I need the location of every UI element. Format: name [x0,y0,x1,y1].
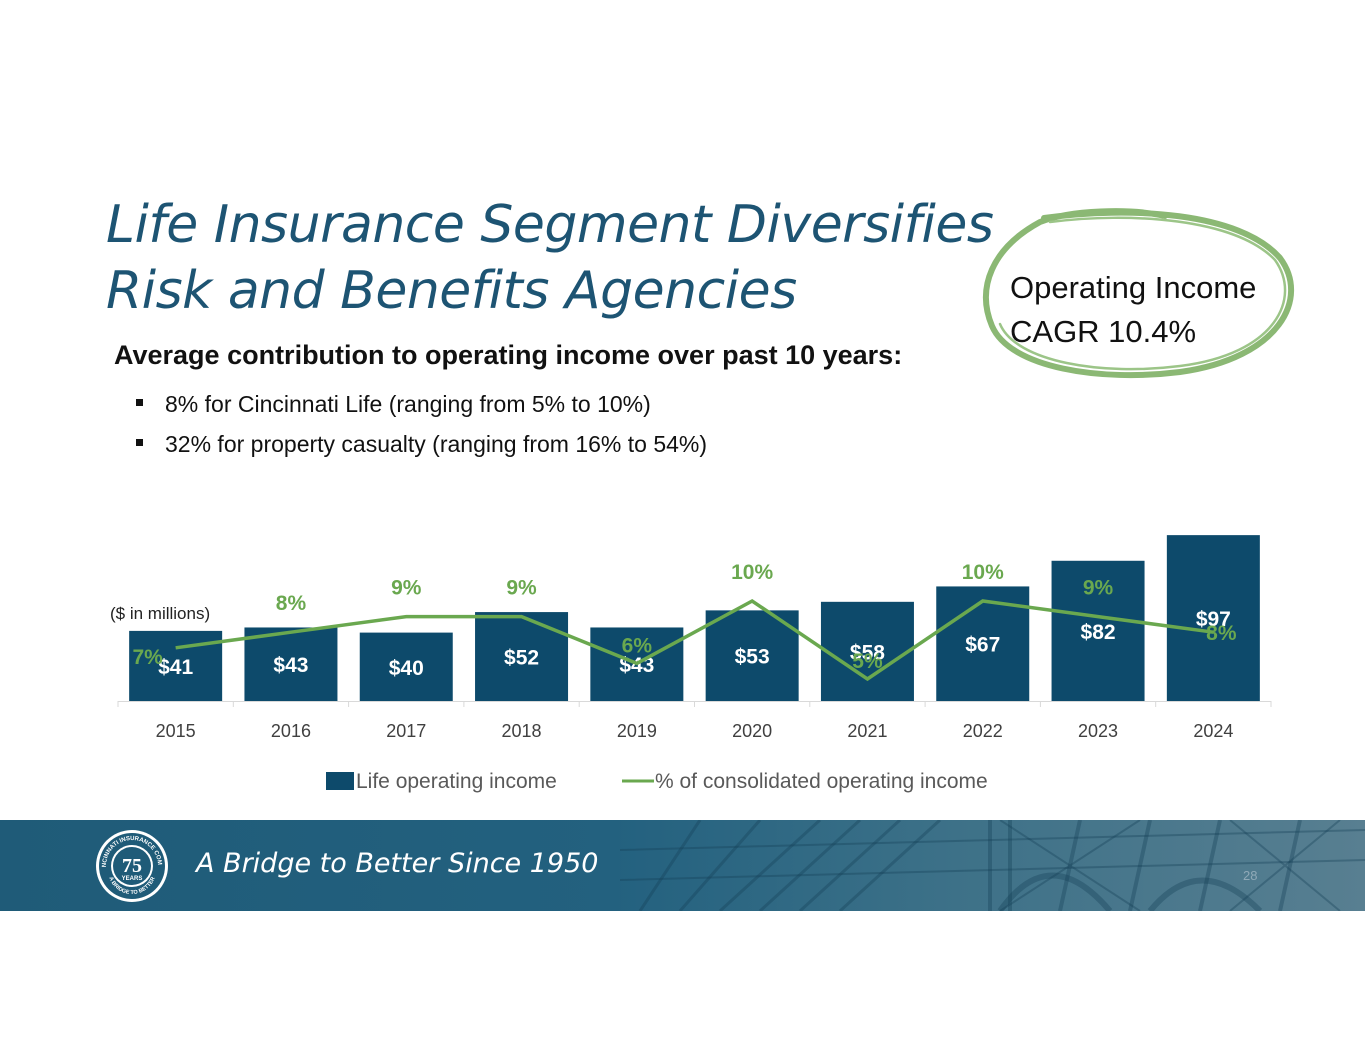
bar-label-2022: $67 [965,634,1000,657]
bar-2024 [1166,535,1260,701]
slide-title-line-2: Risk and Benefits Agencies [106,261,797,321]
bullet-item: 8% for Cincinnati Life (ranging from 5% … [136,388,707,428]
x-tick-label-2020: 2020 [732,721,772,741]
line-label-2017: 9% [391,577,422,600]
bar-2017 [359,632,453,701]
legend-swatch-bar [326,772,354,790]
x-tick-label-2015: 2015 [156,721,196,741]
slide-title: Life Insurance Segment Diversifies Risk … [106,192,1006,324]
cagr-callout-line-1: Operating Income [1010,270,1257,305]
line-series-consolidated-pct [175,598,1214,682]
footer-tagline: A Bridge to Better Since 1950 [196,848,599,879]
x-tick-label-2018: 2018 [502,721,542,741]
hand-drawn-circle [983,208,1295,379]
bar-label-2018: $52 [504,647,539,670]
line-label-2015: 7% [132,646,163,669]
x-tick-label-2021: 2021 [847,721,887,741]
bar-label-2020: $53 [735,646,770,669]
line-label-2023: 9% [1083,577,1114,600]
x-tick-label-2024: 2024 [1193,721,1233,741]
bullet-list: 8% for Cincinnati Life (ranging from 5% … [136,388,707,468]
bullet-square-icon [136,399,143,407]
x-tick-label-2022: 2022 [963,721,1003,741]
bar-label-2021: $58 [850,641,885,664]
x-tick-label-2016: 2016 [271,721,311,741]
x-tick-label-2019: 2019 [617,721,657,741]
bar-2023 [1051,560,1145,701]
life-income-chart: $412015$432016$402017$522018$432019$5320… [110,535,1272,793]
slide-title-line-1: Life Insurance Segment Diversifies [106,195,994,255]
page-number: 28 [1243,868,1258,883]
legend-label-bar: Life operating income [356,770,557,793]
bullet-item: 32% for property casualty (ranging from … [136,428,707,468]
seal-years: YEARS [122,876,143,882]
line-label-2024: 8% [1206,622,1237,645]
bullet-text: 32% for property casualty (ranging from … [165,431,708,457]
line-label-2022: 10% [962,561,1004,584]
line-label-2020: 10% [731,561,773,584]
bar-2021 [820,601,914,701]
bar-label-2016: $43 [273,654,308,677]
legend-label-line: % of consolidated operating income [655,770,988,793]
units-note: ($ in millions) [110,604,210,623]
section-subhead: Average contribution to operating income… [114,340,903,370]
bar-2020 [705,610,799,701]
x-tick-label-2023: 2023 [1078,721,1118,741]
bar-2016 [244,627,338,701]
line-label-2019: 6% [622,634,653,657]
bullet-square-icon [136,439,143,447]
company-seal-logo: THE CINCINNATI INSURANCE COMPANIES A BRI… [94,828,168,902]
seal-number: 75 [122,855,142,877]
bar-label-2017: $40 [389,657,424,680]
bridge-background [619,820,1365,911]
bar-label-2024: $97 [1196,608,1231,631]
line-label-2021: 5% [852,650,883,673]
cagr-callout-line-2: CAGR 10.4% [1010,314,1197,349]
x-tick-label-2017: 2017 [386,721,426,741]
bar-label-2015: $41 [158,656,193,679]
bar-2018 [475,612,569,701]
cagr-callout: Operating Income CAGR 10.4% [1010,266,1310,354]
line-label-2016: 8% [276,592,307,615]
footer-banner: THE CINCINNATI INSURANCE COMPANIES A BRI… [0,820,1365,911]
bullet-text: 8% for Cincinnati Life (ranging from 5% … [165,391,651,417]
line-label-2018: 9% [506,577,537,600]
bar-label-2023: $82 [1081,621,1116,644]
